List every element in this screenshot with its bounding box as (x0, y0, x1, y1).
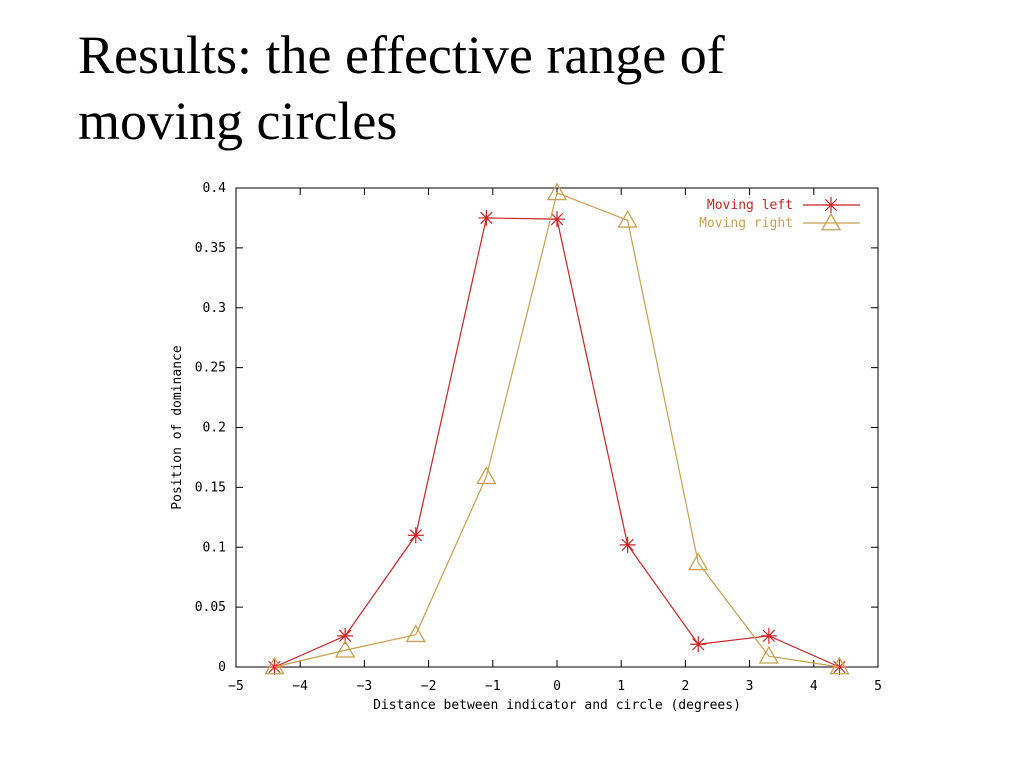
triangle-marker (820, 212, 842, 231)
axis-ticks: −5 −4 −3 −2 −1 0 1 2 3 4 5 0 0.05 0.1 0.15 0.2 0.25 0.3 0.… (195, 181, 882, 694)
series-layer (264, 182, 850, 675)
triangle-marker (546, 182, 568, 201)
triangle-marker (829, 656, 850, 675)
slide-title: Results: the effective range of moving c… (78, 22, 978, 154)
x-tick-label: 3 (746, 679, 754, 694)
series-moving-left (266, 209, 848, 675)
plot-frame (235, 187, 879, 668)
x-tick-label: 2 (681, 679, 689, 694)
x-tick-label: 1 (617, 679, 625, 694)
x-tick-label: −2 (421, 679, 437, 694)
y-axis-label: Position of dominance (170, 345, 185, 510)
triangle-marker (617, 210, 638, 228)
x-tick-label: 0 (553, 679, 561, 694)
slide-title-line-1: Results: the effective range of (78, 25, 725, 85)
x-tick-label: 5 (874, 679, 882, 694)
legend: Moving left Moving right (699, 197, 860, 231)
triangle-marker (405, 624, 426, 643)
series-moving-right (264, 182, 850, 675)
x-tick-label: −1 (485, 679, 501, 694)
series-line (274, 191, 840, 668)
legend-label: Moving left (707, 198, 793, 213)
x-tick-label: −5 (228, 679, 244, 694)
legend-label: Moving right (699, 216, 793, 231)
asterisk-marker (690, 636, 707, 653)
asterisk-marker (823, 197, 839, 213)
y-tick-label: 0.2 (203, 421, 226, 436)
asterisk-marker (760, 627, 777, 644)
y-tick-label: 0.4 (203, 181, 227, 196)
y-tick-label: 0.15 (195, 480, 226, 495)
triangle-marker (264, 656, 285, 675)
y-tick-label: 0.35 (195, 241, 226, 256)
asterisk-marker (407, 527, 424, 544)
series-line (274, 217, 840, 668)
x-tick-label: −3 (357, 679, 373, 694)
slide-title-line-2: moving circles (78, 91, 398, 151)
asterisk-marker (619, 536, 636, 553)
triangle-marker (688, 552, 709, 571)
y-tick-label: 0.05 (195, 600, 226, 615)
triangle-marker (476, 466, 497, 484)
triangle-marker (758, 645, 779, 664)
asterisk-marker (549, 211, 565, 228)
x-tick-label: −4 (292, 679, 308, 694)
y-tick-label: 0.3 (203, 301, 226, 316)
y-tick-label: 0.1 (203, 540, 226, 555)
x-tick-label: 4 (810, 679, 818, 694)
x-axis-label: Distance between indicator and circle (d… (373, 698, 741, 713)
asterisk-marker (478, 209, 495, 226)
y-tick-label: 0 (218, 660, 226, 675)
triangle-marker (335, 639, 356, 658)
plot-border (235, 187, 879, 668)
y-tick-label: 0.25 (195, 361, 226, 376)
